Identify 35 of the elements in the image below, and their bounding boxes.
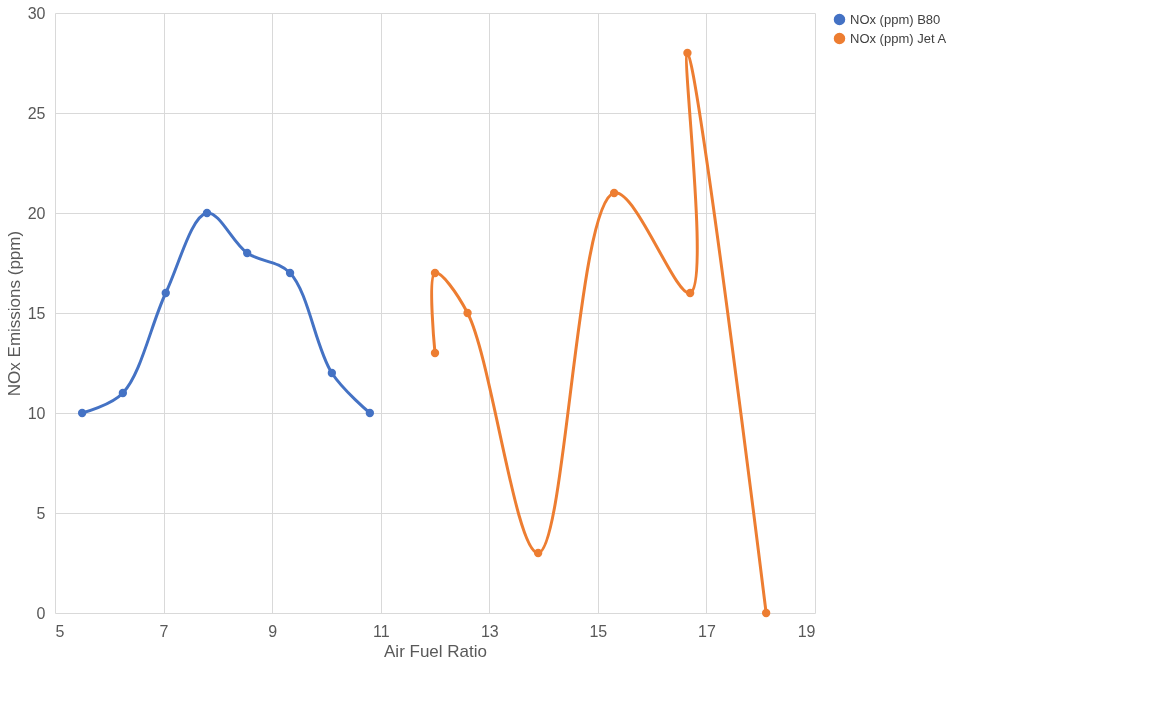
- point: [77, 408, 87, 418]
- point: [463, 308, 472, 318]
- point: [118, 388, 128, 398]
- y-tick-label: 10: [27, 404, 46, 422]
- point: [285, 268, 295, 278]
- x-tick-label: 7: [159, 622, 169, 640]
- point: [327, 368, 337, 378]
- point: [761, 608, 771, 618]
- point: [365, 408, 375, 418]
- point: [242, 248, 252, 258]
- y-tick-label: 15: [27, 304, 46, 322]
- x-tick-label: 13: [480, 622, 499, 640]
- x-tick-label: 11: [372, 622, 390, 640]
- y-tick-label: 25: [27, 104, 46, 122]
- point: [161, 288, 170, 298]
- point: [685, 288, 695, 298]
- x-tick-label: 19: [797, 622, 816, 640]
- x-tick-label: 9: [268, 622, 278, 640]
- y-axis-title: NOx Emissions (ppm): [4, 230, 24, 397]
- x-axis-title: Air Fuel Ratio: [384, 641, 487, 661]
- point: [683, 48, 692, 58]
- legend-label: NOx (ppm) B80: [850, 11, 941, 27]
- y-tick-label: 20: [27, 204, 46, 222]
- x-tick-label: 17: [698, 622, 716, 640]
- legend-label: NOx (ppm) Jet A: [850, 30, 947, 46]
- point: [430, 268, 440, 278]
- point: [609, 188, 619, 198]
- x-tick-label: 15: [589, 622, 608, 640]
- y-tick-label: 30: [27, 4, 46, 22]
- y-tick-label: 5: [36, 504, 46, 522]
- point: [533, 548, 543, 558]
- point: [430, 348, 440, 358]
- x-tick-label: 5: [55, 622, 65, 640]
- y-tick-label: 0: [36, 604, 46, 622]
- point: [202, 208, 212, 218]
